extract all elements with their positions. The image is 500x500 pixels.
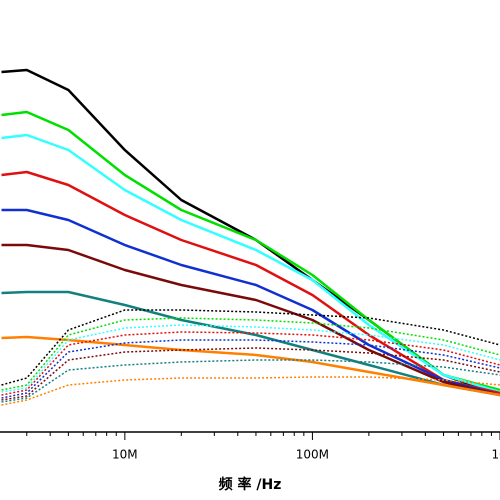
x-tick-label: 100M <box>296 448 329 462</box>
x-tick-label: 1G <box>492 448 500 462</box>
series-line <box>1 68 500 397</box>
series-line <box>1 110 500 392</box>
series-line <box>1 290 500 397</box>
series-line <box>1 347 500 401</box>
series-line <box>1 243 500 397</box>
series-line <box>1 170 500 395</box>
x-axis-label: 频 率 /Hz <box>219 476 282 493</box>
series-line <box>1 324 500 393</box>
series-line <box>1 376 500 406</box>
series-line <box>1 331 500 396</box>
series-line <box>1 133 500 394</box>
x-tick-label: 10M <box>112 448 138 462</box>
series-line <box>1 208 500 397</box>
